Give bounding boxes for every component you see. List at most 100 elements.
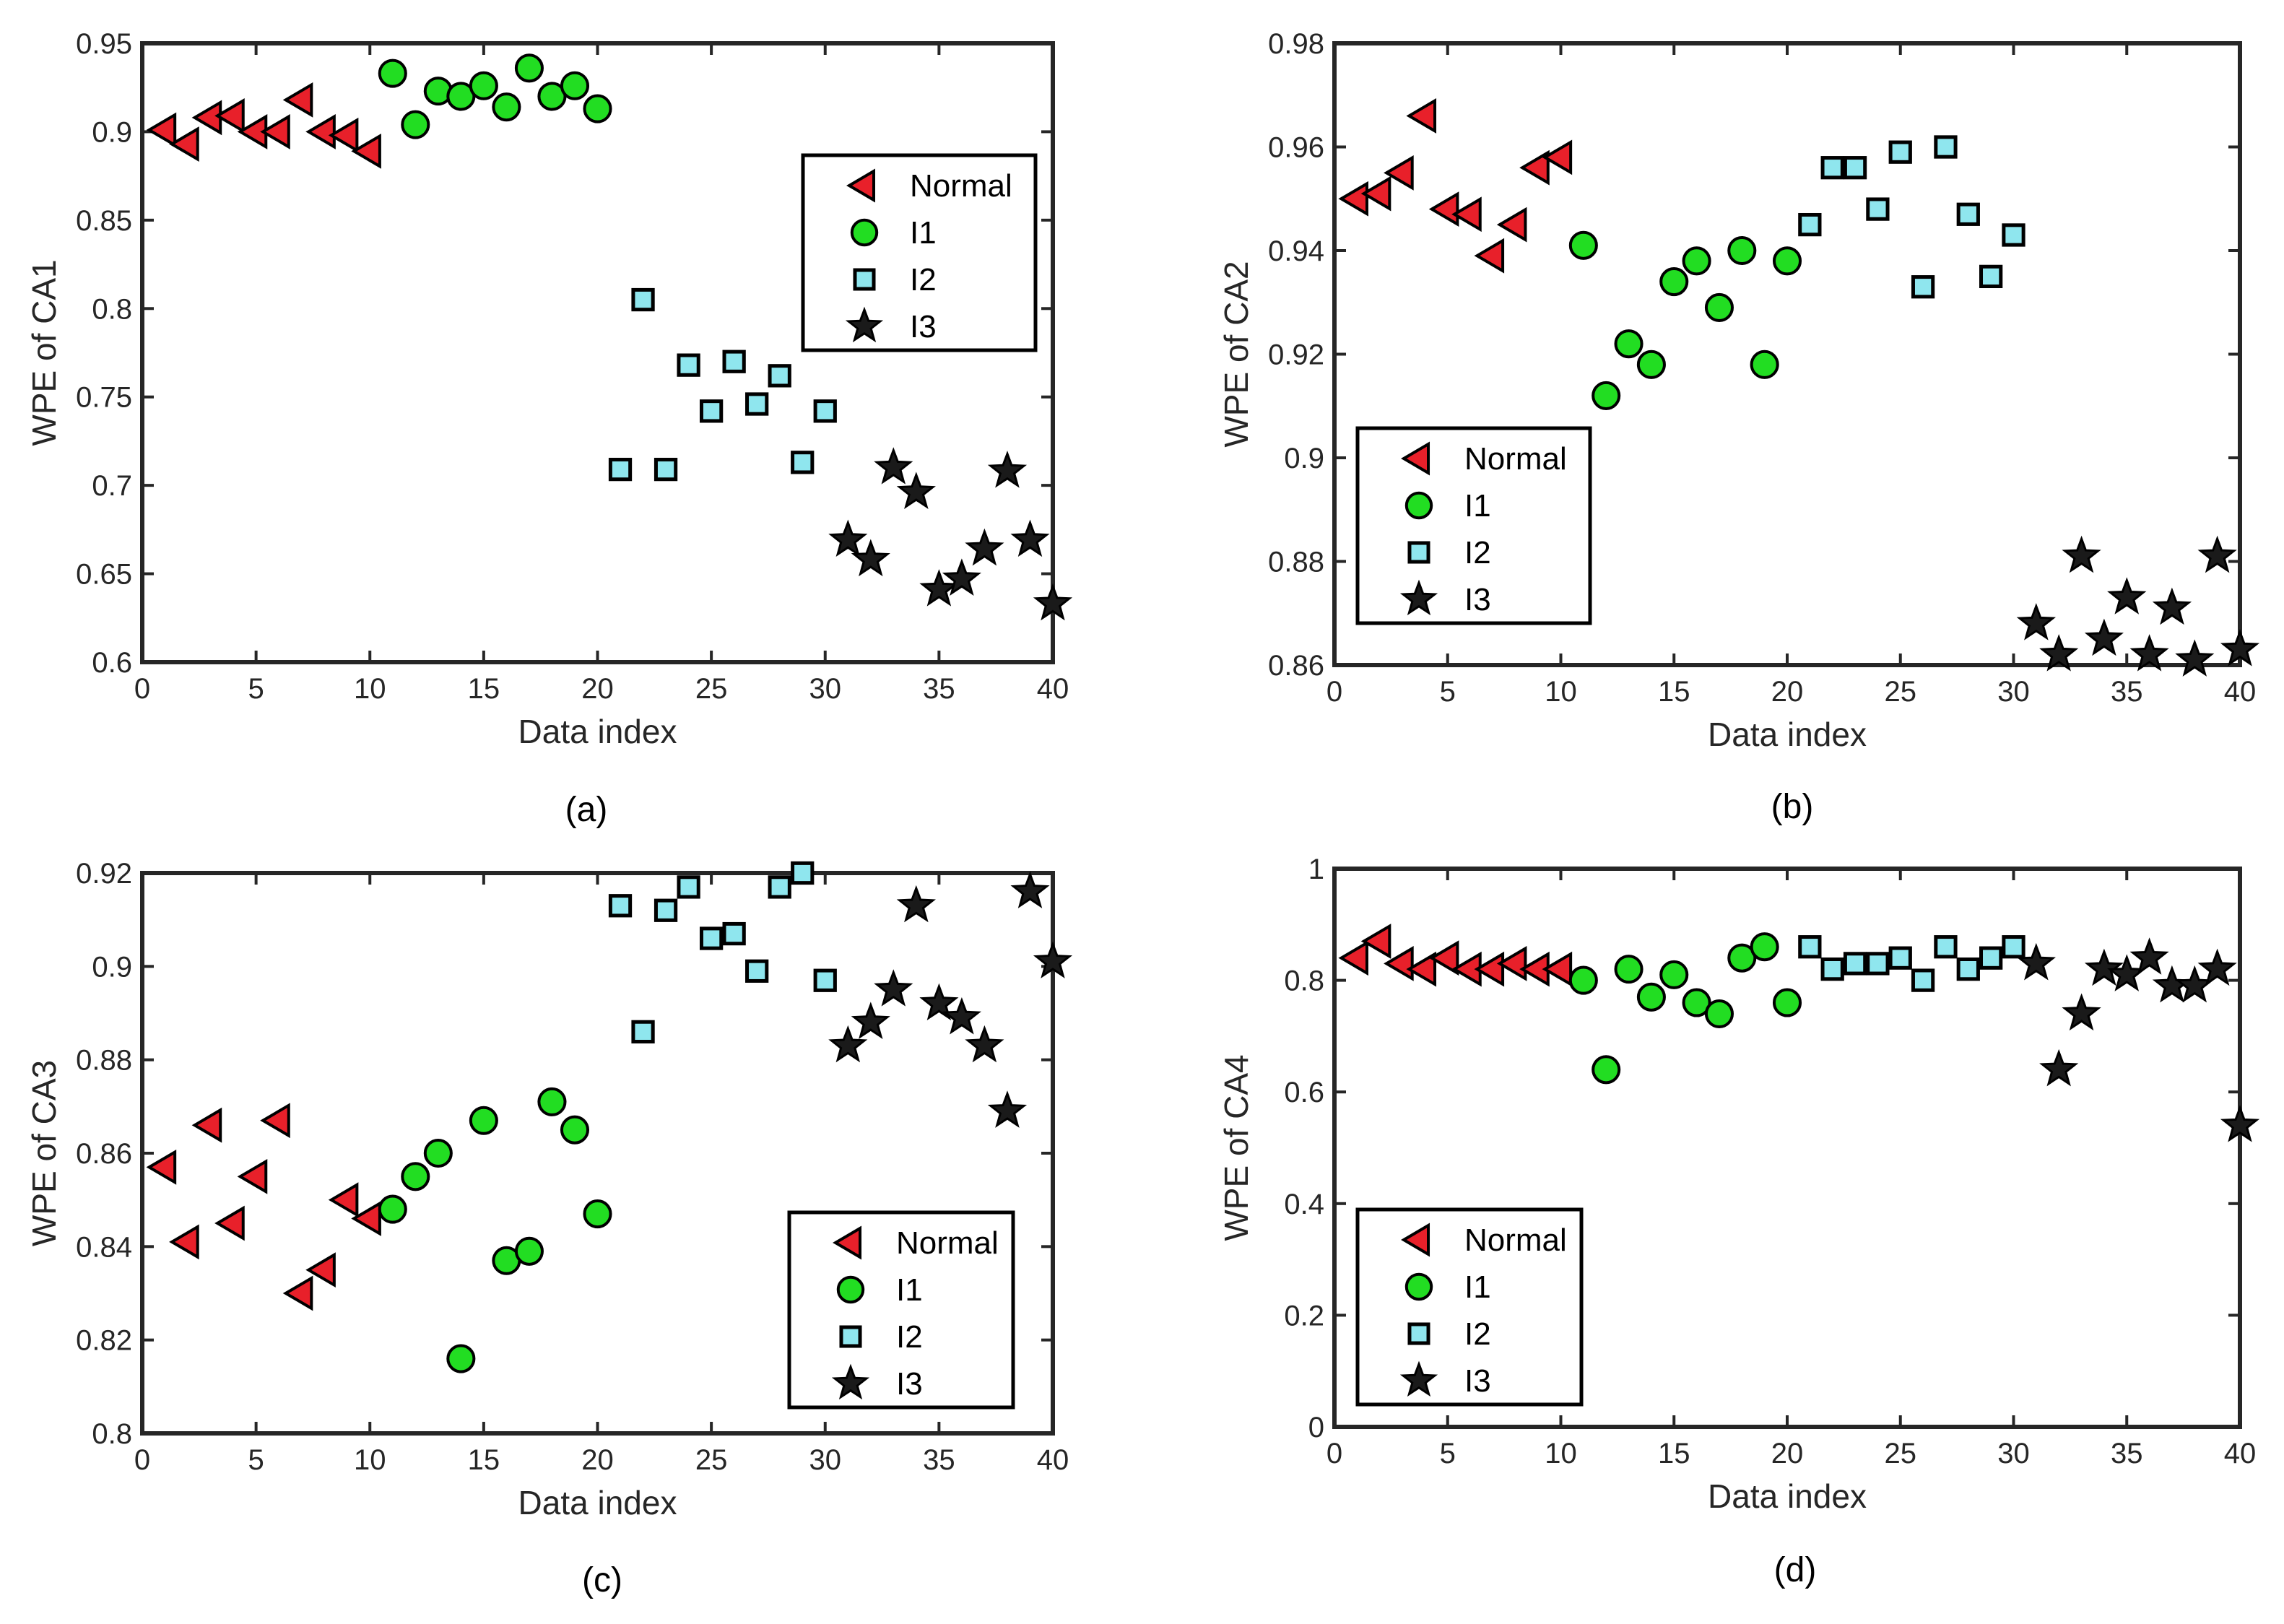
data-point	[305, 114, 336, 149]
data-point	[631, 1020, 655, 1044]
data-point	[2220, 1105, 2260, 1142]
data-point	[492, 92, 521, 122]
series-i1	[1568, 230, 1802, 410]
data-point	[2152, 587, 2192, 625]
legend-label: I2	[1464, 535, 1491, 570]
data-point	[1843, 156, 1867, 180]
x-tick-label: 25	[695, 1444, 728, 1476]
data-point	[1979, 946, 2003, 970]
data-point	[813, 399, 837, 423]
series-i1	[378, 1087, 612, 1373]
legend-marker	[833, 1225, 862, 1260]
data-point	[722, 349, 746, 373]
data-point	[2002, 935, 2025, 959]
data-point	[813, 968, 837, 992]
data-point	[677, 875, 700, 899]
series-normal	[146, 82, 381, 169]
data-point	[1010, 871, 1050, 908]
data-point	[583, 1199, 612, 1229]
series-normal	[146, 1103, 381, 1311]
x-tick-label: 5	[248, 673, 264, 705]
data-point	[1406, 951, 1437, 987]
y-axis-label: WPE of CA1	[25, 259, 63, 446]
data-point	[214, 98, 245, 134]
legend-label: I1	[1464, 1269, 1491, 1305]
data-point	[305, 1252, 336, 1288]
data-point	[1727, 235, 1757, 266]
data-point	[722, 921, 746, 946]
data-point	[1033, 583, 1073, 621]
data-point	[791, 861, 815, 885]
x-tick-label: 5	[1440, 1438, 1456, 1469]
x-tick-label: 25	[695, 673, 728, 705]
data-point	[2129, 634, 2169, 672]
data-point	[146, 1150, 177, 1185]
data-point	[514, 1236, 544, 1266]
data-point	[423, 1138, 453, 1168]
legend-label: Normal	[896, 1225, 999, 1261]
data-point	[1636, 982, 1666, 1012]
legend-marker	[845, 306, 884, 343]
series-i3	[2016, 937, 2260, 1142]
data-point	[1474, 238, 1505, 274]
data-point	[514, 53, 544, 83]
data-point	[768, 875, 791, 899]
y-tick-label: 0.8	[92, 1418, 132, 1450]
legend: Normal I1 I2 I3	[1355, 1207, 1584, 1407]
data-point	[1592, 381, 1621, 410]
data-point	[1614, 955, 1643, 984]
data-point	[446, 1344, 476, 1373]
data-point	[987, 1090, 1028, 1128]
x-axis-label: Data index	[1708, 1477, 1867, 1515]
y-tick-label: 0.88	[76, 1045, 132, 1077]
legend-label: I3	[910, 309, 937, 344]
data-point	[1888, 140, 1912, 164]
data-point	[1338, 181, 1368, 217]
data-point	[1772, 246, 1802, 276]
data-point	[2107, 577, 2147, 615]
data-point	[260, 1103, 290, 1139]
data-point	[537, 1087, 567, 1116]
legend-box	[801, 153, 1038, 352]
data-point	[1338, 940, 1368, 976]
data-point	[1636, 349, 1666, 379]
series-i1	[378, 53, 612, 139]
data-point	[1772, 988, 1802, 1017]
data-point	[2084, 618, 2124, 656]
y-tick-label: 0.9	[1284, 443, 1324, 474]
data-point	[260, 114, 290, 149]
legend-box	[787, 1210, 1015, 1410]
legend-label: I3	[1464, 582, 1491, 617]
data-point	[583, 94, 612, 123]
legend-marker	[1399, 1360, 1438, 1397]
data-point	[1866, 197, 1890, 221]
x-tick-label: 20	[1771, 676, 1804, 708]
data-point	[1798, 935, 1822, 959]
plot-area-a	[140, 41, 1055, 664]
data-point	[942, 997, 981, 1035]
data-point	[1682, 246, 1711, 276]
y-tick-label: 0.82	[76, 1325, 132, 1357]
data-point	[1682, 988, 1711, 1017]
panel-caption: (c)	[582, 1561, 622, 1599]
legend-marker	[1401, 1223, 1430, 1257]
data-point	[919, 983, 959, 1021]
data-point	[351, 133, 381, 169]
y-tick-label: 0.65	[76, 559, 132, 591]
x-tick-label: 40	[2224, 676, 2257, 708]
data-point	[282, 1275, 313, 1311]
x-tick-label: 35	[923, 673, 955, 705]
x-tick-label: 15	[1658, 676, 1690, 708]
data-point	[1820, 958, 1844, 981]
data-point	[328, 1182, 359, 1218]
series-normal	[1338, 98, 1573, 274]
chart-panel-a: 0 5 10 15 20 25 30 35 40 0.6 0.65 0.7 0.75 0.8 0.85 0.9…	[25, 28, 1073, 829]
legend-label: Normal	[1464, 1223, 1567, 1258]
y-tick-label: 0.8	[1284, 965, 1324, 997]
chart-panel-c: 0 5 10 15 20 25 30 35 40 0.8 0.82 0.84 0.86 0.88 0.9 0.…	[25, 858, 1073, 1599]
series-i3	[828, 447, 1073, 621]
data-point	[401, 110, 430, 139]
x-tick-label: 35	[923, 1444, 955, 1476]
data-point	[1750, 349, 1779, 379]
data-point	[1542, 139, 1573, 175]
